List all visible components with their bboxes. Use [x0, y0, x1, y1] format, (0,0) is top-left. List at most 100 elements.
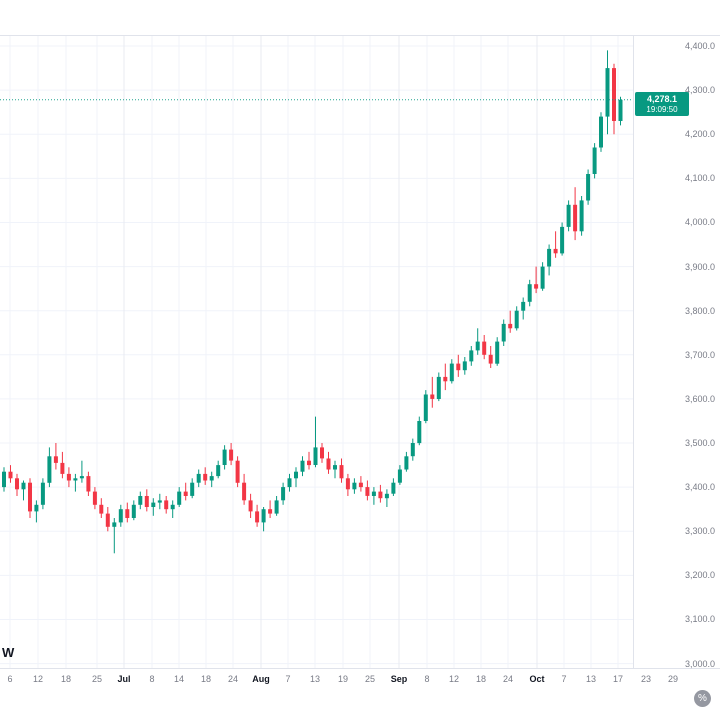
price-axis-label: 3,300.0 [684, 526, 715, 537]
candle-body [47, 456, 52, 483]
price-axis-label: 3,600.0 [684, 393, 715, 404]
price-axis-label: 3,700.0 [684, 349, 715, 360]
candle-body [482, 341, 487, 355]
candle-body [2, 471, 6, 488]
candle-body [592, 147, 597, 174]
candle-body [378, 491, 383, 499]
candle-body [612, 68, 616, 121]
candle-body [112, 522, 117, 527]
candle-body [261, 509, 266, 523]
candle-body [248, 500, 253, 512]
price-axis-label: 4,300.0 [684, 85, 715, 96]
candle-body [40, 482, 45, 505]
candle-body [177, 491, 182, 505]
top-separator [0, 35, 720, 36]
candle-body [417, 421, 422, 444]
candle-body [527, 284, 532, 302]
candle-body [294, 471, 298, 479]
time-axis-label: 25 [364, 674, 376, 684]
candle-body [307, 460, 311, 466]
candle-body [436, 376, 441, 399]
candle-body [423, 394, 428, 421]
candle-body [566, 204, 571, 227]
candle-body [216, 465, 221, 477]
candle-body [118, 509, 123, 523]
candle-body [66, 473, 71, 481]
candle-body [235, 460, 240, 483]
candle-body [60, 462, 65, 474]
time-axis-label: 17 [612, 674, 624, 684]
time-axis-label: Jul [117, 674, 131, 684]
candle-body [53, 456, 58, 463]
price-axis-label: 3,800.0 [684, 305, 715, 316]
candle-body [488, 354, 493, 364]
candle-body [365, 487, 370, 496]
candle-body [242, 482, 247, 501]
candle-body [183, 491, 188, 496]
candle-body [508, 323, 513, 329]
candle-body [462, 361, 467, 371]
tradingview-logo[interactable]: W [2, 645, 15, 660]
price-axis-label: 3,500.0 [684, 438, 715, 449]
price-axis-label: 3,200.0 [684, 570, 715, 581]
candle-body [21, 482, 26, 490]
time-axis-label: 8 [149, 674, 155, 684]
time-axis[interactable]: 6 12 18 25 Jul 8 14 18 24 Aug 7 13 19 25 Sep 8 12 18 24 Oct… [0, 669, 720, 691]
price-axis-label: 4,400.0 [684, 41, 715, 52]
candle-body [605, 68, 610, 117]
candle-body [449, 363, 454, 382]
candle-body [287, 478, 292, 488]
price-axis-label: 3,900.0 [684, 261, 715, 272]
time-axis-label: Oct [529, 674, 545, 684]
candle-body [553, 248, 558, 254]
candle-body [281, 487, 286, 501]
candle-body [410, 443, 415, 457]
candle-body [300, 460, 305, 472]
candle-body [125, 509, 130, 518]
price-axis-label: 3,400.0 [684, 482, 715, 493]
candle-body [352, 482, 357, 490]
candle-body [384, 493, 389, 499]
candle-body [196, 473, 201, 483]
candle-body [170, 504, 175, 510]
price-axis[interactable]: 4,400.0 4,300.0 4,200.0 4,100.0 4,000.0 3,900… [633, 35, 720, 669]
candle-body [573, 204, 578, 232]
candle-body [534, 284, 539, 289]
time-axis-label: 12 [32, 674, 44, 684]
candle-body [456, 363, 461, 371]
time-axis-label: 6 [7, 674, 13, 684]
candle-body [229, 449, 234, 461]
candle-body [157, 500, 162, 503]
candle-body [268, 509, 273, 514]
time-axis-label: 23 [640, 674, 652, 684]
candle-body [560, 226, 565, 254]
time-axis-label: Aug [252, 674, 270, 684]
candle-body [313, 447, 318, 465]
time-axis-separator [0, 668, 720, 669]
candle-body [99, 504, 104, 514]
candle-body [138, 496, 143, 505]
candle-body [105, 513, 110, 527]
candle-body [73, 478, 78, 481]
time-axis-label: 8 [424, 674, 430, 684]
candle-body [28, 482, 32, 512]
candle-body [618, 99, 623, 121]
time-axis-label: 24 [502, 674, 514, 684]
candle-body [79, 476, 84, 479]
candle-body [514, 310, 519, 329]
candle-body [579, 200, 584, 232]
candle-body [475, 341, 480, 351]
price-axis-label: 4,000.0 [684, 217, 715, 228]
percent-scale-icon[interactable]: % [694, 690, 711, 707]
candle-body [151, 502, 156, 507]
time-axis-label: 18 [200, 674, 212, 684]
current-price-label[interactable]: 4,278.1 19:09:50 [635, 91, 689, 116]
price-axis-label: 4,100.0 [684, 173, 715, 184]
candle-body [255, 511, 260, 523]
candle-body [274, 500, 279, 514]
time-axis-label: 12 [448, 674, 460, 684]
time-axis-label: Sep [390, 674, 408, 684]
candle-body [131, 504, 136, 518]
